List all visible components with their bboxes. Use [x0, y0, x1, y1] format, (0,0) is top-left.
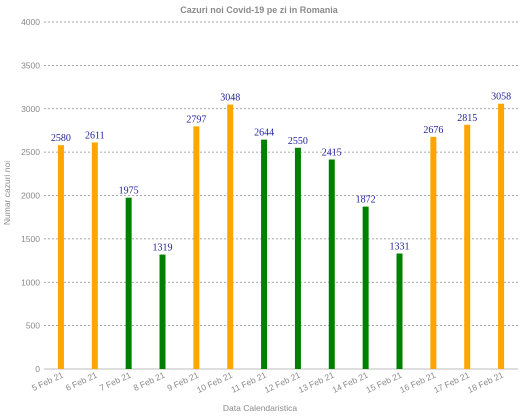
bar: [464, 124, 471, 369]
bar: [261, 139, 268, 369]
x-tick-label: 7 Feb 21: [98, 370, 133, 393]
bars: [57, 103, 505, 369]
data-label: 2611: [85, 130, 105, 141]
bar: [396, 253, 403, 369]
data-label: 2580: [51, 133, 71, 144]
data-label: 1319: [153, 243, 173, 254]
data-label: 2550: [288, 136, 308, 147]
x-tick-label: 6 Feb 21: [64, 370, 99, 393]
y-tick-label: 2000: [21, 191, 40, 201]
data-label: 1331: [390, 242, 410, 253]
y-axis-ticks: 0 500 1000 1500 2000 2500 3000 3500 4000: [21, 17, 40, 374]
data-label: 2415: [322, 147, 342, 158]
x-tick-label: 16 Feb 21: [398, 370, 437, 395]
x-tick-label: 14 Feb 21: [331, 370, 370, 395]
y-tick-label: 3500: [21, 60, 40, 70]
bar: [91, 142, 98, 369]
bar: [193, 126, 200, 369]
data-labels: 2580 2611 1975 1319 2797 3048 2644 2550 2415 1872…: [51, 92, 511, 254]
bar: [498, 103, 505, 369]
x-tick-label: 13 Feb 21: [297, 370, 336, 395]
x-axis-title: Data Calendaristica: [223, 403, 297, 413]
bar: [430, 136, 437, 369]
data-label: 2676: [423, 125, 443, 136]
y-tick-label: 0: [35, 364, 40, 374]
x-tick-label: 12 Feb 21: [263, 370, 302, 395]
bar: [57, 145, 64, 369]
x-tick-label: 9 Feb 21: [166, 370, 201, 393]
data-label: 1872: [356, 195, 376, 206]
bar: [294, 147, 301, 369]
data-label: 2815: [457, 113, 477, 124]
x-tick-label: 10 Feb 21: [195, 370, 234, 395]
y-tick-label: 2500: [21, 147, 40, 157]
x-tick-label: 15 Feb 21: [364, 370, 403, 395]
y-tick-label: 3000: [21, 104, 40, 114]
y-tick-label: 1000: [21, 277, 40, 287]
data-label: 2797: [186, 114, 206, 125]
bar: [362, 206, 369, 369]
x-tick-label: 11 Feb 21: [230, 370, 269, 395]
x-tick-label: 18 Feb 21: [466, 370, 505, 395]
chart-title: Cazuri noi Covid-19 pe zi in Romania: [180, 5, 339, 15]
y-tick-label: 1500: [21, 234, 40, 244]
data-label: 3048: [220, 93, 240, 104]
bar: [328, 159, 335, 369]
y-axis-title: Numar cazuri noi: [2, 161, 12, 225]
gridlines: [44, 21, 518, 370]
y-tick-label: 500: [26, 321, 40, 331]
y-tick-label: 4000: [21, 17, 40, 27]
data-label: 2644: [254, 128, 274, 139]
bar: [159, 254, 166, 369]
x-tick-label: 8 Feb 21: [132, 370, 167, 393]
data-label: 1975: [119, 186, 139, 197]
x-tick-label: 17 Feb 21: [432, 370, 471, 395]
x-axis-ticks: 5 Feb 21 6 Feb 21 7 Feb 21 8 Feb 21 9 Feb 21…: [30, 370, 505, 395]
data-label: 3058: [491, 92, 511, 103]
bar: [125, 197, 132, 369]
bar: [227, 104, 234, 369]
